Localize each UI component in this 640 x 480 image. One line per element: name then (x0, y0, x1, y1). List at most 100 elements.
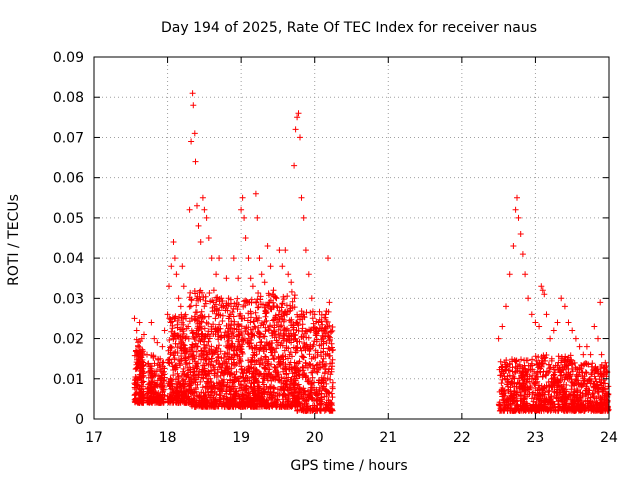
data-point (543, 311, 550, 318)
data-point (174, 333, 181, 340)
data-point (250, 380, 257, 387)
chart-title: Day 194 of 2025, Rate Of TEC Index for r… (161, 20, 537, 36)
data-point (178, 311, 185, 318)
data-point (570, 404, 577, 411)
data-point (242, 403, 249, 410)
data-point (228, 354, 235, 361)
data-point (243, 369, 250, 376)
data-point (502, 361, 509, 368)
data-point (190, 352, 197, 359)
data-point (210, 321, 217, 328)
data-point (222, 369, 229, 376)
data-point (329, 407, 336, 414)
data-point (183, 359, 190, 366)
data-point (311, 311, 318, 318)
data-point (166, 356, 173, 363)
data-point (181, 342, 188, 349)
data-point (253, 314, 260, 321)
data-point (594, 366, 601, 373)
data-point (539, 287, 546, 294)
data-point (313, 330, 320, 337)
data-point (323, 340, 330, 346)
data-point (170, 239, 177, 245)
data-point (298, 194, 305, 201)
data-point (185, 354, 192, 361)
data-point (273, 295, 280, 302)
data-point (583, 360, 590, 367)
data-point (317, 401, 324, 408)
data-point (580, 381, 587, 388)
data-point (518, 382, 525, 389)
data-point (193, 343, 200, 350)
data-point (503, 399, 510, 406)
data-point (506, 360, 513, 367)
data-point (253, 299, 260, 306)
data-point (225, 315, 232, 322)
data-point (144, 386, 151, 392)
data-point (186, 353, 193, 360)
data-point (301, 314, 308, 321)
data-point (176, 360, 183, 367)
data-point (318, 380, 325, 387)
data-point (294, 344, 301, 351)
data-point (160, 378, 167, 384)
data-point (249, 331, 256, 338)
y-tick-label: 0.08 (53, 90, 84, 106)
data-point (554, 384, 561, 391)
data-point (147, 393, 154, 400)
data-point (319, 327, 326, 334)
data-point (299, 328, 306, 335)
data-point (159, 343, 166, 350)
data-point (167, 382, 174, 389)
data-point (229, 335, 235, 342)
data-point (205, 313, 212, 320)
data-point (319, 361, 326, 368)
data-point (177, 326, 183, 333)
data-point (535, 391, 542, 398)
data-point (282, 247, 289, 254)
data-point (241, 378, 248, 385)
data-point (249, 388, 256, 395)
y-tick-label: 0.05 (53, 211, 84, 227)
data-point (315, 319, 322, 326)
data-point (293, 345, 300, 352)
data-point (164, 393, 171, 400)
data-point (574, 402, 581, 409)
data-point (305, 334, 312, 341)
data-point (134, 376, 141, 383)
data-point (255, 384, 262, 390)
data-point (233, 303, 239, 310)
data-point (556, 364, 563, 371)
data-point (318, 394, 325, 401)
data-point (198, 331, 205, 338)
data-point (175, 356, 182, 363)
data-point (605, 406, 612, 413)
data-point (515, 403, 522, 410)
data-point (280, 380, 287, 387)
data-point (136, 398, 143, 405)
data-point (140, 369, 147, 376)
data-point (601, 365, 608, 372)
data-point (563, 407, 569, 414)
data-point (135, 399, 142, 406)
data-point (271, 356, 278, 363)
data-point (208, 367, 214, 374)
data-point (518, 356, 524, 363)
data-point (309, 406, 316, 413)
data-point (209, 401, 216, 408)
data-point (575, 371, 582, 378)
data-point (325, 333, 332, 339)
data-point (510, 373, 517, 380)
data-point (587, 398, 594, 405)
data-point (186, 360, 193, 367)
data-point (198, 348, 205, 354)
data-point (536, 407, 543, 414)
data-point (191, 130, 198, 137)
data-point (242, 235, 249, 241)
data-point (178, 344, 185, 350)
data-point (167, 319, 174, 326)
data-point (313, 362, 320, 369)
data-point (233, 333, 240, 340)
data-point (199, 403, 206, 410)
data-point (519, 369, 525, 376)
